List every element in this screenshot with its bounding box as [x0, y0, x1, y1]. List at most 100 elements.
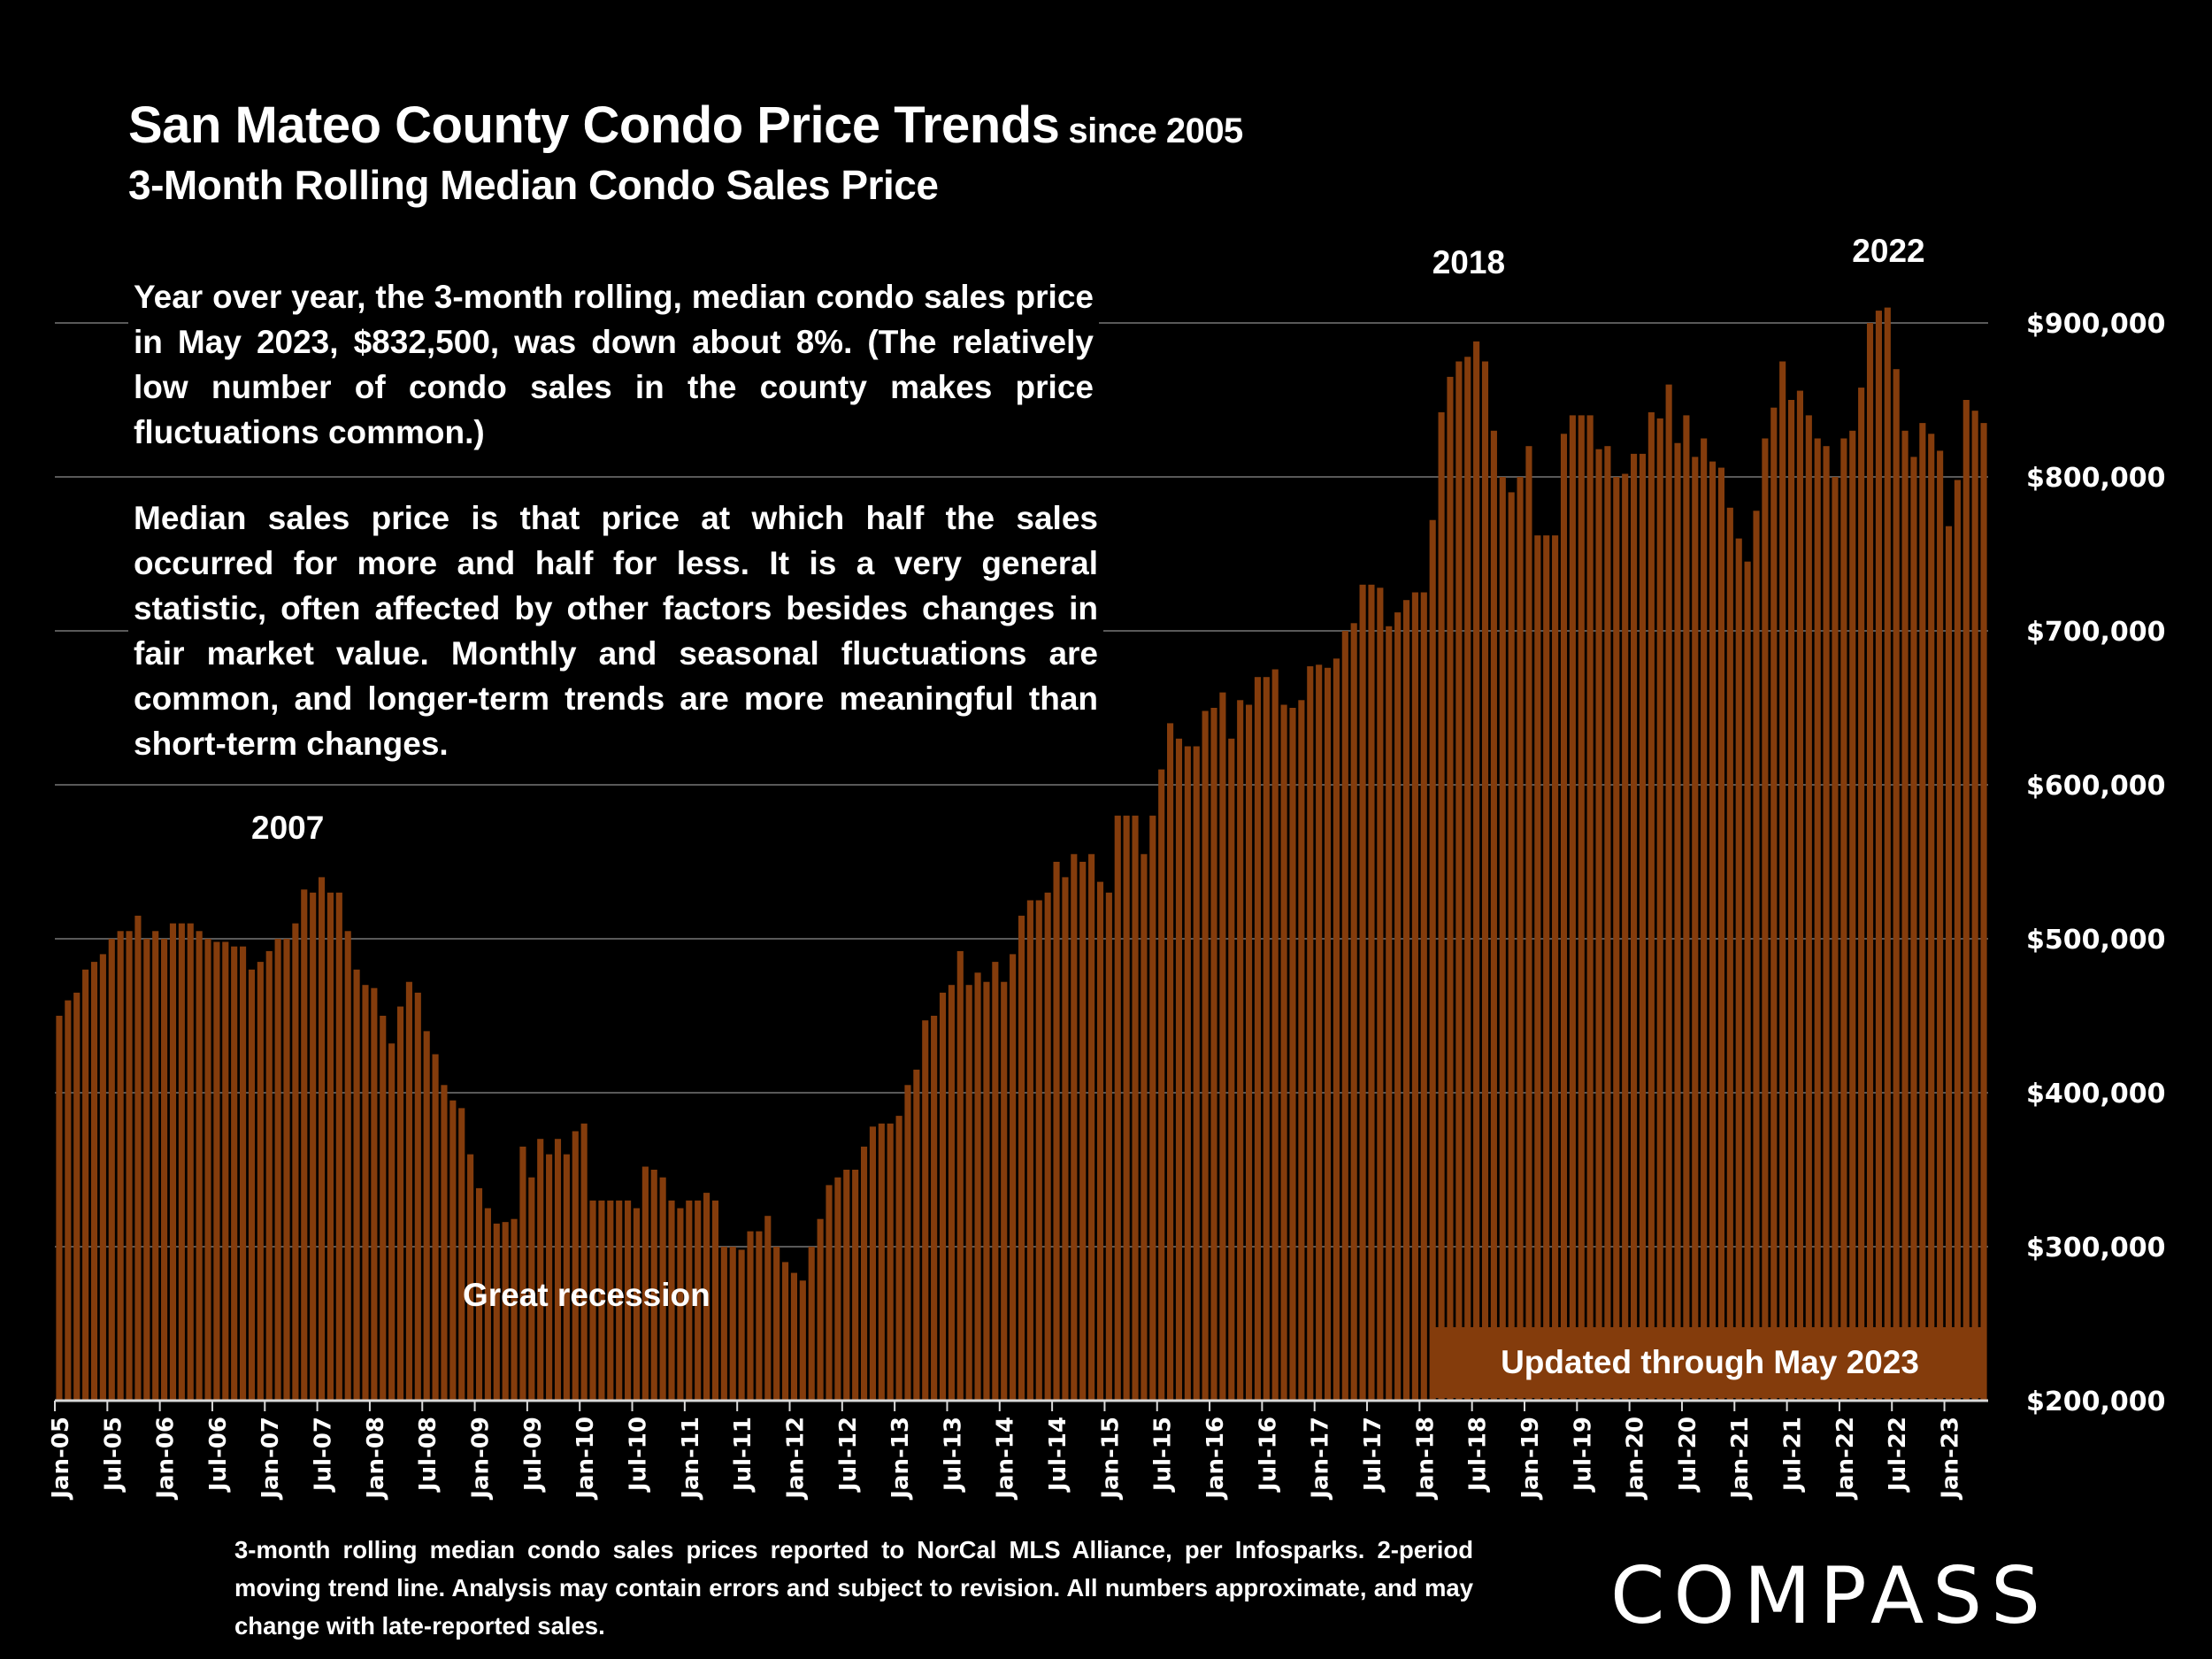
bar [537, 1139, 544, 1401]
bar [528, 1177, 535, 1401]
bar [213, 941, 220, 1401]
x-tick-label: Jan-14 [993, 1417, 1019, 1501]
bar [1062, 877, 1069, 1401]
bar [939, 992, 947, 1401]
bar [913, 1069, 920, 1401]
chart-subtitle: 3-Month Rolling Median Condo Sales Price [128, 162, 939, 208]
bar [1394, 612, 1402, 1401]
bar [931, 1016, 938, 1401]
bar [423, 1031, 430, 1401]
bar [1840, 438, 1847, 1401]
bar [817, 1218, 824, 1401]
bar [1420, 592, 1427, 1401]
bar [1044, 892, 1051, 1401]
bar [799, 1280, 806, 1401]
bar [1866, 323, 1874, 1401]
bar [1071, 854, 1078, 1401]
bar [1796, 390, 1803, 1401]
x-tick-label: Jul-17 [1360, 1417, 1386, 1493]
bar [1202, 710, 1209, 1401]
bar [493, 1223, 500, 1401]
bar [240, 946, 247, 1401]
y-tick-label: $800,000 [2026, 463, 2166, 494]
bar [1849, 430, 1856, 1401]
bar [1753, 511, 1760, 1401]
x-tick-label: Jan-16 [1202, 1417, 1229, 1501]
bar [1823, 446, 1830, 1402]
bar [720, 1247, 727, 1401]
bar [1386, 626, 1393, 1401]
x-tick-label: Jul-06 [205, 1417, 232, 1493]
bar [1560, 434, 1568, 1401]
bar [1875, 311, 1882, 1402]
bar [1219, 692, 1226, 1401]
y-tick-label: $600,000 [2026, 771, 2166, 802]
bar [1018, 915, 1025, 1401]
bar [283, 939, 290, 1401]
bar [1858, 388, 1865, 1402]
bar [1910, 457, 1917, 1401]
bar [1464, 357, 1471, 1401]
bar [432, 1054, 439, 1401]
bar [633, 1208, 641, 1401]
bar [1053, 862, 1060, 1401]
bar [1158, 769, 1165, 1401]
bar [1481, 361, 1489, 1401]
bar [1639, 453, 1647, 1401]
x-tick-label: Jan-15 [1097, 1417, 1124, 1501]
bar [1613, 477, 1620, 1401]
bar [108, 939, 115, 1401]
bar [625, 1200, 632, 1401]
bar [1647, 411, 1655, 1401]
bar [826, 1185, 833, 1401]
bar [1368, 584, 1375, 1401]
bar [231, 946, 238, 1401]
chart-title: San Mateo County Condo Price Trends since… [128, 96, 1243, 155]
bar [729, 1247, 736, 1401]
bar [405, 981, 412, 1401]
bar [1105, 892, 1112, 1401]
x-tick-label: Jan-10 [572, 1417, 599, 1501]
x-tick-label: Jan-21 [1727, 1417, 1754, 1501]
bar [1656, 418, 1663, 1401]
bar [82, 969, 89, 1401]
bar [878, 1123, 885, 1401]
x-tick-label: Jan-18 [1412, 1417, 1439, 1501]
bar [1245, 704, 1253, 1401]
x-tick-label: Jul-20 [1675, 1417, 1701, 1493]
bar [764, 1216, 772, 1401]
bar [1954, 480, 1961, 1401]
bar [904, 1085, 911, 1401]
bar [834, 1177, 841, 1401]
bar [1762, 438, 1769, 1401]
x-tick-label: Jan-12 [782, 1417, 809, 1501]
bar [1473, 341, 1480, 1401]
bar [73, 992, 81, 1401]
bar [1026, 900, 1033, 1401]
bar [1228, 738, 1235, 1401]
bar [1289, 708, 1296, 1401]
bar [1254, 677, 1262, 1401]
title-text: San Mateo County Condo Price Trends [128, 96, 1060, 154]
bar [554, 1139, 562, 1401]
bar [1508, 492, 1515, 1401]
y-tick-label: $200,000 [2026, 1386, 2166, 1417]
bar [169, 923, 177, 1401]
bar [1937, 450, 1944, 1401]
bar [1210, 708, 1217, 1401]
bar [747, 1231, 754, 1401]
bar [1359, 584, 1366, 1401]
bar [983, 981, 990, 1401]
x-tick-label: Jul-10 [625, 1417, 651, 1493]
bar [134, 915, 142, 1401]
bar [1429, 519, 1436, 1401]
updated-callout: Updated through May 2023 [1433, 1327, 1986, 1398]
source-footnote: 3-month rolling median condo sales price… [234, 1536, 1473, 1640]
bar [1814, 438, 1821, 1401]
x-axis [54, 1399, 1988, 1411]
bar [1141, 854, 1148, 1401]
y-tick-label: $300,000 [2026, 1233, 2166, 1263]
bar [616, 1200, 623, 1401]
bar [1735, 538, 1742, 1401]
bar [265, 950, 273, 1401]
